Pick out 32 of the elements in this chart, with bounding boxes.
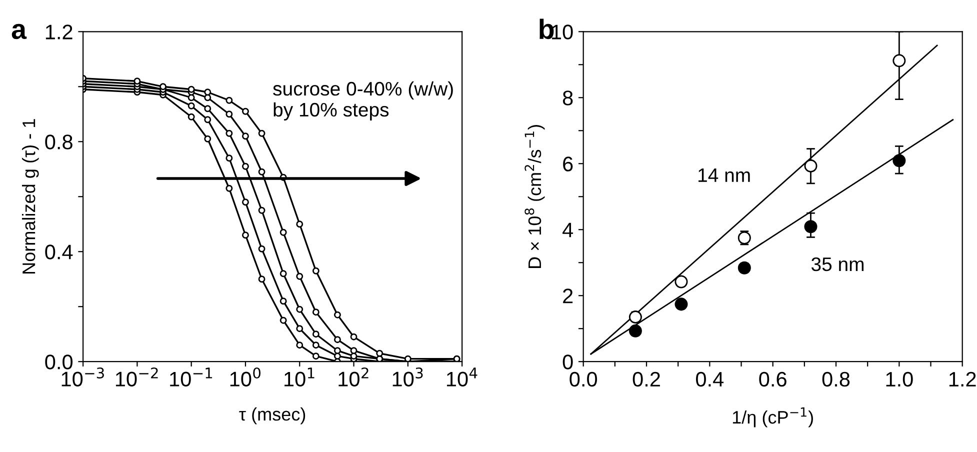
- y-tick-label: 0: [562, 354, 573, 370]
- x-tick-label: 0.4: [696, 372, 724, 387]
- x-tick-label: 1.0: [886, 372, 913, 387]
- annotation: 35 nm: [811, 257, 864, 272]
- x-tick-label: 1.2: [949, 372, 976, 386]
- x-tick-label: 10$^{3}$: [392, 367, 423, 386]
- x-tick-label: 10$^{4}$: [446, 368, 478, 386]
- x-tick-label: 10$^{2}$: [338, 367, 368, 386]
- y-tick-label: 8: [562, 90, 573, 106]
- y-tick-label: 0.8: [45, 134, 72, 150]
- chart-title: a: [12, 24, 27, 40]
- x-tick-label: 10$^{1}$: [284, 368, 314, 386]
- y-tick-label: 1.2: [46, 24, 72, 40]
- y-axis-title: Normalized g (τ) - 1: [22, 119, 39, 274]
- x-tick-label: 10$^{−1}$: [170, 368, 212, 386]
- x-tick-label: 0.8: [822, 372, 850, 387]
- y-tick-label: 4: [562, 222, 574, 238]
- x-tick-label: 0.6: [759, 372, 786, 387]
- y-tick-label: 6: [563, 156, 573, 172]
- x-tick-label: 10$^{−2}$: [116, 367, 158, 386]
- annotation: sucrose 0-40% (w/w) by 10% steps: [273, 81, 453, 120]
- x-tick-label: 0.2: [632, 372, 660, 387]
- y-tick-label: 0.0: [45, 354, 73, 370]
- annotation: 14 nm: [698, 168, 750, 182]
- y-tick-label: 0.4: [45, 244, 73, 260]
- x-axis-title: τ (msec): [239, 407, 306, 424]
- x-axis-title: 1/η (cP$^{−1}$): [732, 407, 813, 428]
- y-tick-label: 10: [552, 24, 573, 40]
- x-tick-label: 10$^{0}$: [230, 367, 260, 386]
- chart-title: b: [540, 18, 554, 40]
- y-axis-title: D × 10$^{8}$ (cm$^{2}$/s$^{−1}$): [524, 125, 545, 268]
- y-tick-label: 2: [563, 288, 573, 304]
